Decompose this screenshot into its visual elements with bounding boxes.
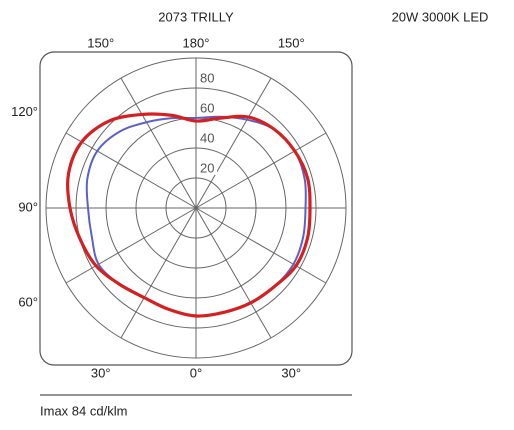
radial-line	[120, 207, 197, 339]
ring	[45, 57, 347, 359]
radial-line	[195, 132, 327, 209]
curve	[66, 112, 312, 318]
radial-line	[195, 207, 272, 339]
angle-label: 0°	[190, 365, 202, 380]
angle-label: 180°	[183, 35, 210, 50]
annotation: Imax 84 cd/klm	[40, 403, 127, 418]
angle-label: 30°	[91, 365, 111, 380]
frame	[39, 51, 353, 366]
ring	[135, 147, 257, 269]
ring-label-bg	[199, 162, 217, 175]
ring-label: 20	[200, 160, 214, 175]
ring-label: 60	[200, 100, 214, 115]
radial-line	[120, 77, 197, 209]
angle-label: 120°	[11, 104, 38, 119]
ring-label: 40	[200, 130, 214, 145]
ring	[165, 177, 227, 239]
ring-label: 80	[200, 70, 214, 85]
ring-label-bg	[199, 102, 217, 115]
radial-line	[195, 77, 272, 209]
angle-label: 150°	[87, 35, 114, 50]
angle-label: 150°	[278, 35, 305, 50]
ring-label-bg	[199, 132, 217, 145]
ring	[75, 87, 317, 329]
angle-label: 60°	[18, 295, 38, 310]
angle-label: 90°	[18, 199, 38, 214]
radial-line	[65, 132, 197, 209]
chart-subtitle: 20W 3000K LED	[392, 9, 489, 24]
radial-line	[195, 207, 327, 284]
angle-label: 30°	[281, 365, 301, 380]
ring-label-bg	[199, 72, 217, 85]
radial-line	[65, 207, 197, 284]
chart-title: 2073 TRILLY	[158, 9, 234, 24]
